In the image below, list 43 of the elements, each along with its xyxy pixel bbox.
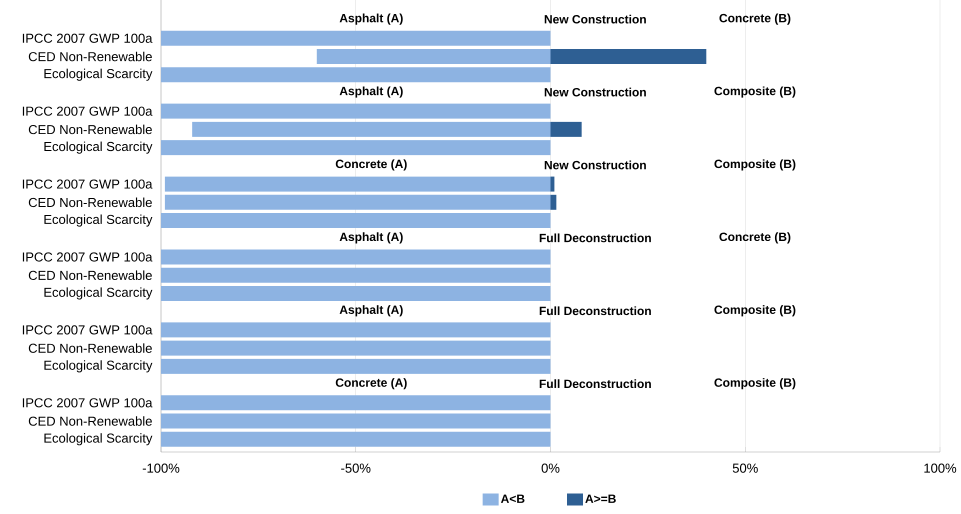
annotation: Concrete (A): [336, 378, 407, 390]
y-tick-label: CED Non-Renewable: [28, 52, 152, 62]
annotation: Concrete (B): [719, 14, 790, 25]
annotation: Asphalt (A): [340, 86, 403, 98]
annotation: Asphalt (A): [340, 14, 403, 25]
annotation: New Construction: [544, 88, 646, 96]
annotation: Asphalt (A): [340, 305, 403, 316]
annotation: Composite (B): [714, 86, 796, 98]
y-tick-label: Ecological Scarcity: [44, 433, 152, 446]
annotation: Full Deconstruction: [540, 379, 651, 388]
annotation: New Construction: [544, 160, 646, 170]
annotation: Asphalt (A): [340, 232, 403, 244]
x-tick-label: 0%: [542, 464, 560, 473]
y-tick-label: CED Non-Renewable: [28, 416, 152, 426]
y-tick-label: Ecological Scarcity: [44, 214, 152, 227]
y-tick-label: IPCC 2007 GWP 100a: [22, 398, 152, 408]
x-tick-label: -50%: [341, 464, 370, 473]
y-tick-label: IPCC 2007 GWP 100a: [22, 34, 152, 43]
y-tick-label: CED Non-Renewable: [28, 124, 152, 134]
annotation: Full Deconstruction: [540, 306, 651, 316]
y-tick-label: Ecological Scarcity: [44, 68, 152, 81]
x-tick-label: 50%: [732, 464, 758, 473]
x-tick-label: -100%: [142, 464, 180, 473]
y-tick-label: IPCC 2007 GWP 100a: [22, 325, 152, 334]
y-tick-label: Ecological Scarcity: [44, 360, 152, 372]
annotation: New Construction: [544, 14, 646, 24]
annotation: Composite (B): [714, 378, 796, 390]
y-tick-label: IPCC 2007 GWP 100a: [22, 106, 152, 116]
y-tick-label: CED Non-Renewable: [28, 270, 152, 280]
y-tick-label: CED Non-Renewable: [28, 198, 152, 208]
annotation: Concrete (B): [719, 232, 790, 244]
annotation: Concrete (A): [336, 159, 407, 171]
annotation: Composite (B): [714, 305, 796, 316]
annotation: Full Deconstruction: [540, 233, 651, 242]
x-tick-label: 100%: [924, 464, 956, 473]
y-tick-label: Ecological Scarcity: [44, 287, 152, 300]
y-tick-label: IPCC 2007 GWP 100a: [22, 179, 152, 189]
legend-label: A>=B: [585, 494, 616, 503]
legend-label: A<B: [500, 494, 524, 503]
y-tick-label: CED Non-Renewable: [28, 343, 152, 353]
annotation: Composite (B): [714, 159, 796, 171]
y-tick-label: Ecological Scarcity: [44, 142, 152, 154]
y-tick-label: IPCC 2007 GWP 100a: [22, 252, 152, 262]
